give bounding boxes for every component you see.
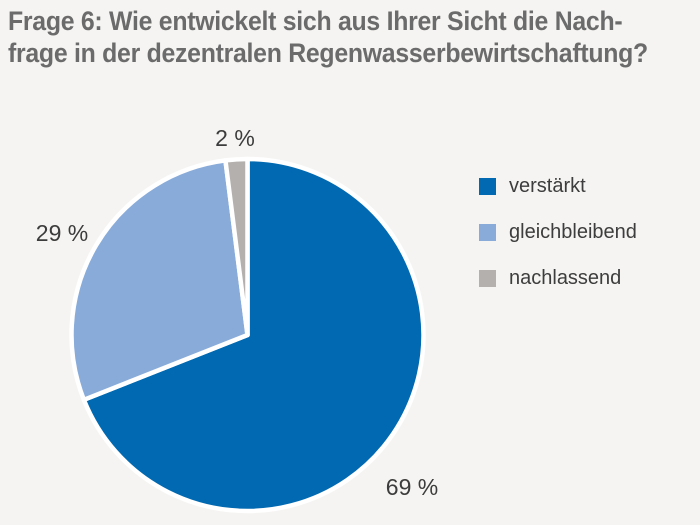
- legend-item-nachlassend: nachlassend: [479, 267, 637, 290]
- legend-swatch-verstaerkt: [479, 178, 496, 195]
- pie-slice-nachlassend: [223, 156, 250, 338]
- pie-slices: [69, 156, 426, 514]
- legend-label: verstärkt: [509, 175, 586, 197]
- legend-label: nachlassend: [509, 267, 622, 289]
- legend-swatch-nachlassend: [479, 270, 496, 287]
- pie-label-2-percent: 2 %: [215, 125, 255, 151]
- pie-slice-verstärkt: [81, 156, 426, 514]
- chart-title-line1: Frage 6: Wie entwickelt sich aus Ihrer S…: [8, 6, 623, 36]
- chart-title-line2: frage in der dezentralen Regenwasserbewi…: [8, 38, 648, 68]
- pie-percentage-labels: 69 % 29 % 2 %: [36, 125, 438, 500]
- chart-legend: verstärkt gleichbleibend nachlassend: [479, 175, 637, 313]
- legend-item-verstaerkt: verstärkt: [479, 175, 637, 198]
- chart-title: Frage 6: Wie entwickelt sich aus Ihrer S…: [8, 5, 648, 69]
- pie-label-69-percent: 69 %: [386, 474, 438, 500]
- legend-item-gleichbleibend: gleichbleibend: [479, 221, 637, 244]
- pie-label-29-percent: 29 %: [36, 220, 88, 246]
- legend-swatch-gleichbleibend: [479, 224, 496, 241]
- legend-label: gleichbleibend: [509, 221, 637, 243]
- pie-slice-gleichbleibend: [69, 158, 250, 403]
